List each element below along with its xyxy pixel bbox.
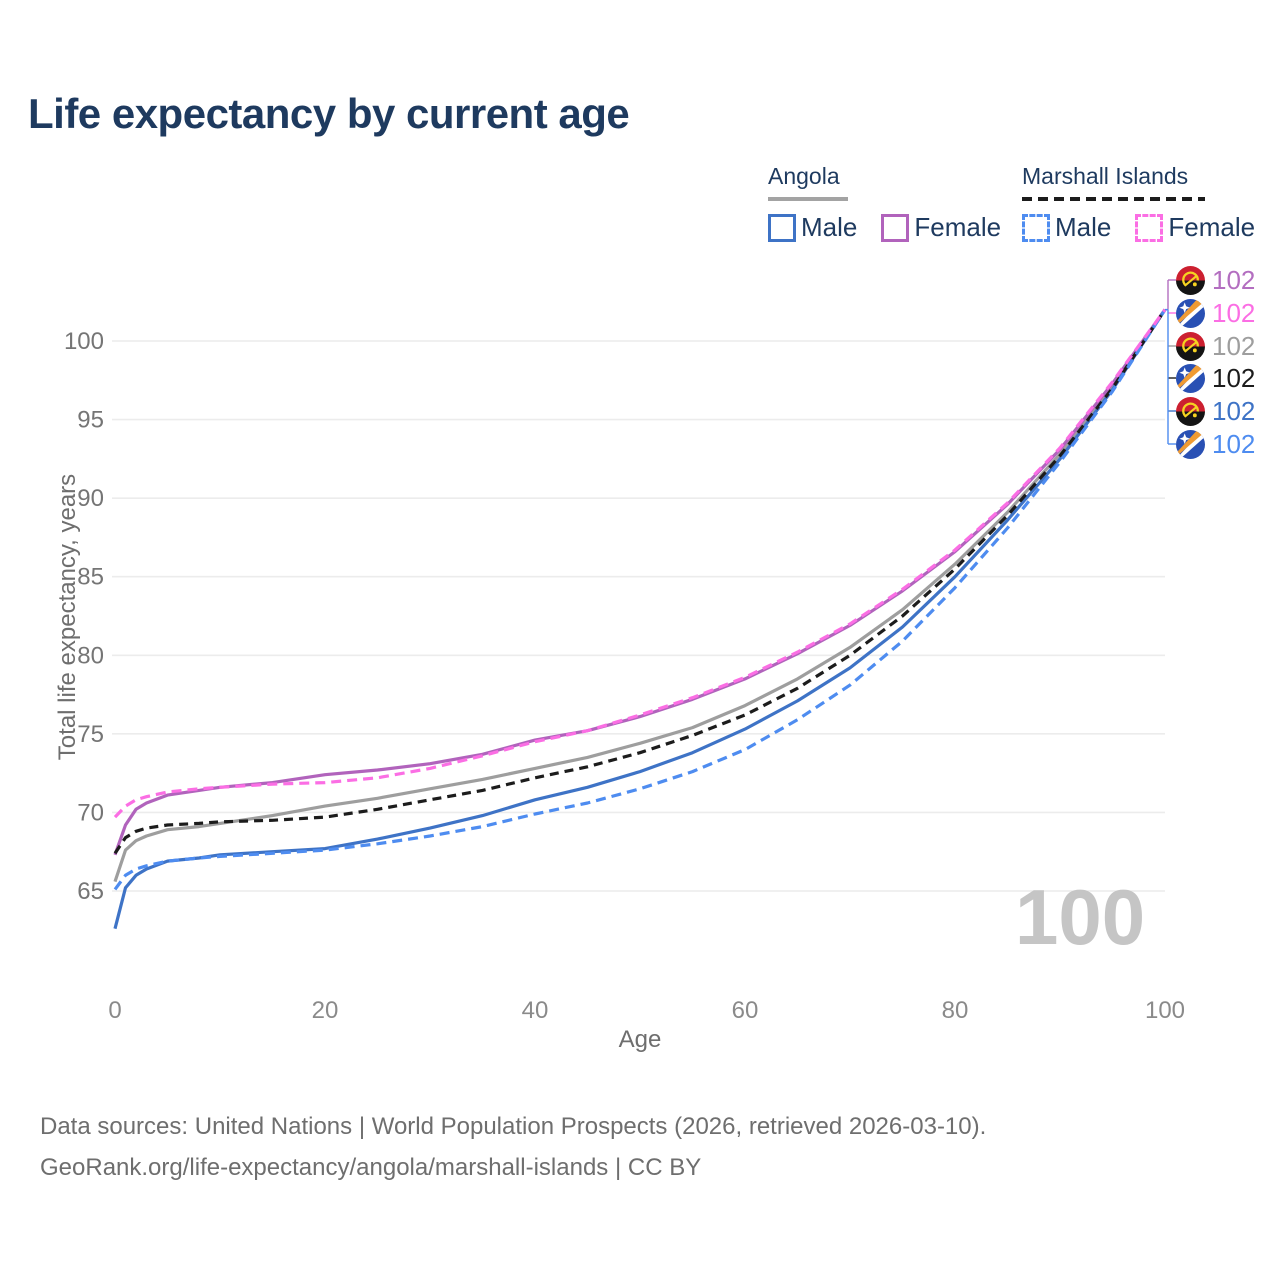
marshall-male-label[interactable]: Male [1055,212,1112,242]
series-line-marshall_female [113,308,1167,819]
y-axis-title: Total life expectancy, years [54,473,81,761]
x-tick-0: 0 [108,997,121,1024]
y-tick-95: 95 [77,407,104,434]
x-tick-100: 100 [1145,997,1185,1024]
legend-angola-label[interactable]: Angola [768,163,840,189]
y-tick-90: 90 [77,485,104,512]
x-tick-40: 40 [522,997,549,1024]
y-tick-70: 70 [77,799,104,826]
x-axis-title: Age [618,1026,662,1053]
legend-marshall-rule [1022,197,1205,201]
y-tick-65: 65 [77,878,104,905]
legend-marshall-label[interactable]: Marshall Islands [1022,163,1189,189]
current-age-watermark: 100 [1015,873,1146,961]
legend-angola-rule [768,197,848,201]
x-tick-20: 20 [312,997,339,1024]
x-tick-60: 60 [732,997,759,1024]
series-line-angola_male [113,308,1167,930]
angola-male-label[interactable]: Male [801,212,858,242]
angola-female-checkbox[interactable] [881,213,910,242]
footer-attribution: Data sources: United Nations | World Pop… [40,1106,986,1188]
marshall-male-checkbox[interactable] [1022,213,1050,242]
x-tick-80: 80 [942,997,969,1024]
angola-male-checkbox[interactable] [768,213,796,242]
y-tick-75: 75 [77,721,104,748]
footer-line-1: Data sources: United Nations | World Pop… [40,1113,987,1140]
marshall-female-label[interactable]: Female [1168,212,1256,242]
legend-angola: Angola Male Female [768,163,1025,243]
page-title: Life expectancy by current age [28,90,630,137]
legend-marshall-islands: Marshall Islands Male Female [1022,163,1279,243]
angola-female-label[interactable]: Female [914,212,1002,242]
series-line-angola_total [113,308,1167,883]
series-line-marshall_total [113,308,1167,855]
y-tick-80: 80 [77,642,104,669]
footer-line-2[interactable]: GeoRank.org/life-expectancy/angola/marsh… [40,1154,702,1181]
y-tick-100: 100 [64,328,104,355]
y-tick-85: 85 [77,564,104,591]
marshall-female-checkbox[interactable] [1135,213,1164,242]
series-line-marshall_male [113,308,1167,891]
